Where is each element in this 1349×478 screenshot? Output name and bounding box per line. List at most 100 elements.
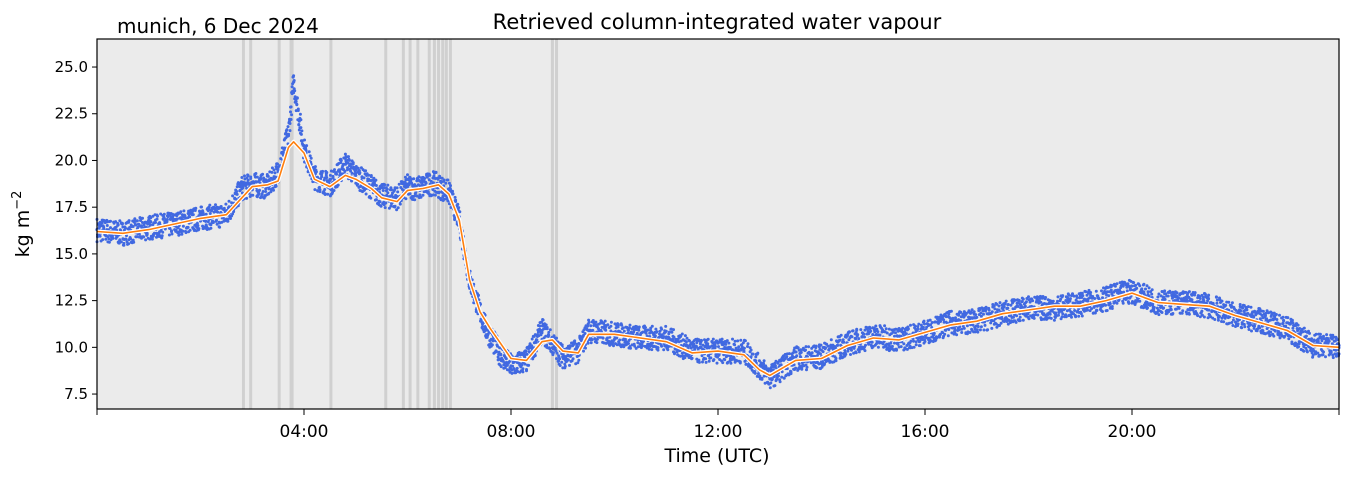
data-point <box>374 198 378 202</box>
data-point <box>634 346 638 350</box>
data-point <box>165 218 169 221</box>
data-point <box>1243 325 1247 329</box>
data-point <box>1107 294 1111 298</box>
data-point <box>1324 355 1327 359</box>
data-point <box>347 155 350 159</box>
data-point <box>151 214 155 218</box>
data-point <box>179 210 183 214</box>
y-tick-label: 12.5 <box>55 292 88 310</box>
data-point <box>590 338 594 342</box>
data-point <box>299 118 303 122</box>
data-point <box>386 191 390 195</box>
x-tick-label: 08:00 <box>487 422 536 442</box>
flag-band <box>427 39 431 409</box>
data-point <box>244 183 248 187</box>
x-tick-label: 16:00 <box>901 422 950 442</box>
data-point <box>1077 314 1081 318</box>
data-point <box>912 339 916 343</box>
data-point <box>254 172 258 175</box>
data-point <box>305 144 309 148</box>
data-point <box>1185 299 1189 303</box>
data-point <box>314 170 318 174</box>
data-point <box>381 189 385 192</box>
data-point <box>406 173 409 177</box>
data-point <box>646 328 650 332</box>
data-point <box>656 346 660 350</box>
data-point <box>548 347 552 351</box>
data-point <box>1231 324 1235 327</box>
data-point <box>1207 308 1211 312</box>
data-point <box>538 324 542 328</box>
data-point <box>754 355 758 359</box>
data-point <box>1187 312 1191 316</box>
data-point <box>354 171 358 175</box>
data-point <box>1018 315 1022 319</box>
data-point <box>129 237 133 241</box>
data-point <box>849 353 852 356</box>
data-point <box>412 194 416 198</box>
data-point <box>211 221 215 224</box>
data-point <box>521 370 525 374</box>
data-point <box>453 195 457 199</box>
data-point <box>354 173 358 178</box>
data-point <box>1145 284 1149 288</box>
data-point <box>654 327 658 331</box>
data-point <box>269 190 273 194</box>
data-point <box>442 197 446 201</box>
data-point <box>650 324 654 328</box>
data-point <box>821 350 825 354</box>
data-point <box>1171 312 1175 315</box>
data-point <box>1104 303 1108 307</box>
flag-band <box>444 39 448 409</box>
data-point <box>458 210 462 214</box>
data-point <box>160 234 164 238</box>
data-point <box>814 344 818 348</box>
data-point <box>1150 292 1154 296</box>
data-point <box>167 233 171 237</box>
flag-band <box>277 39 281 409</box>
flag-bands <box>241 39 559 409</box>
data-point <box>706 342 710 346</box>
data-point <box>1278 322 1281 326</box>
data-point <box>723 358 727 362</box>
data-point <box>289 110 292 114</box>
data-point <box>595 341 599 345</box>
data-point <box>700 354 704 358</box>
data-point <box>251 193 255 197</box>
data-point <box>923 322 926 326</box>
data-point <box>629 346 632 350</box>
data-point <box>804 345 808 349</box>
data-point <box>717 345 720 349</box>
data-point <box>124 237 128 241</box>
data-point <box>419 195 423 199</box>
data-point <box>1094 289 1098 293</box>
data-point <box>267 191 271 195</box>
data-point <box>364 169 368 173</box>
data-point <box>711 337 715 341</box>
data-point <box>854 351 858 355</box>
data-point <box>568 345 572 349</box>
data-point <box>552 334 556 338</box>
flag-band <box>555 39 559 409</box>
data-point <box>797 362 801 366</box>
data-point <box>1230 301 1234 305</box>
data-point <box>1135 286 1139 290</box>
data-point <box>1238 303 1242 306</box>
data-point <box>524 349 528 353</box>
data-point <box>909 323 912 327</box>
data-point <box>496 355 500 359</box>
data-point <box>660 344 664 348</box>
data-point <box>359 184 363 188</box>
data-point <box>1100 289 1103 293</box>
data-point <box>1134 283 1138 287</box>
data-point <box>787 352 791 356</box>
data-point <box>218 225 222 229</box>
data-point <box>1317 353 1321 357</box>
data-point <box>398 202 402 206</box>
data-point <box>753 371 757 375</box>
data-point <box>1272 334 1276 338</box>
data-point <box>749 355 753 359</box>
data-point <box>348 158 351 162</box>
data-point <box>528 342 532 346</box>
data-point <box>333 168 336 172</box>
